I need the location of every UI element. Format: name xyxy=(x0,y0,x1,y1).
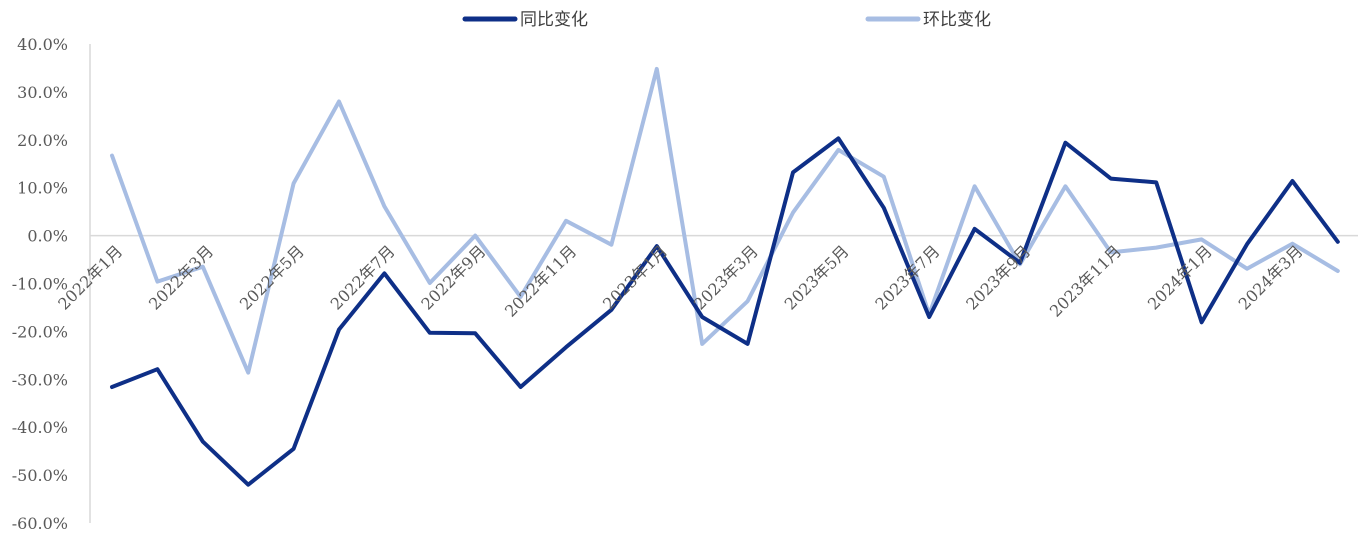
y-tick-label: -30.0% xyxy=(12,370,68,389)
x-tick-label: 2023年11月 xyxy=(1046,241,1125,320)
x-tick-label: 2023年3月 xyxy=(690,241,762,313)
legend: 同比变化 环比变化 xyxy=(462,10,991,30)
y-tick-label: 0.0% xyxy=(27,227,68,246)
x-tick-label: 2024年3月 xyxy=(1235,241,1307,313)
y-tick-label: -50.0% xyxy=(12,466,68,485)
series-lines xyxy=(110,66,1340,487)
y-tick-label: 20.0% xyxy=(17,131,68,150)
y-tick-label: -60.0% xyxy=(12,514,68,533)
y-tick-label: 10.0% xyxy=(17,179,68,198)
series-line-yoy xyxy=(110,136,1340,487)
x-tick-label: 2023年1月 xyxy=(599,241,671,313)
legend-label-yoy: 同比变化 xyxy=(520,10,588,30)
y-axis-ticks: 40.0% 30.0% 20.0% 10.0% 0.0% -10.0% -20.0% -30.… xyxy=(12,35,68,533)
x-tick-label: 2023年9月 xyxy=(962,241,1034,313)
legend-item-mom: 环比变化 xyxy=(865,10,991,30)
y-tick-label: 30.0% xyxy=(17,83,68,102)
y-tick-label: -40.0% xyxy=(12,418,68,437)
legend-label-mom: 环比变化 xyxy=(923,10,991,30)
series-line-mom xyxy=(110,66,1340,375)
legend-item-yoy: 同比变化 xyxy=(462,10,588,30)
x-tick-label: 2023年5月 xyxy=(781,241,853,313)
x-tick-label: 2022年5月 xyxy=(236,241,308,313)
y-tick-label: -20.0% xyxy=(12,322,68,341)
y-tick-label: 40.0% xyxy=(17,35,68,54)
x-tick-label: 2022年11月 xyxy=(501,241,580,320)
y-tick-label: -10.0% xyxy=(12,275,68,294)
